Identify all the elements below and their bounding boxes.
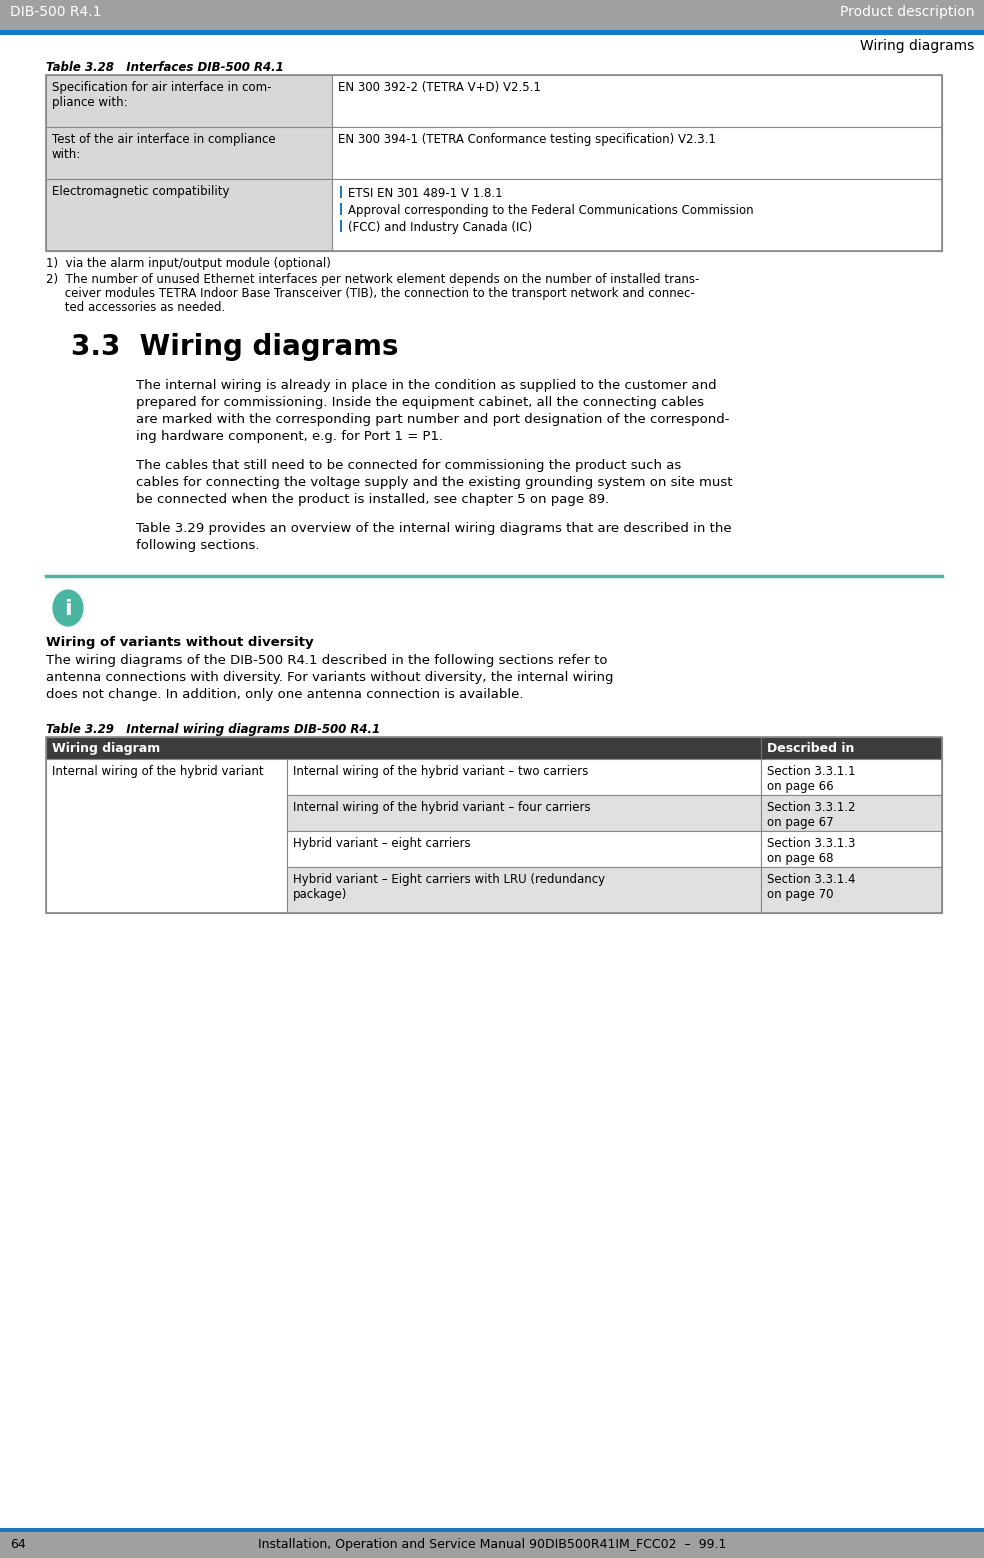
Text: 64: 64 [10, 1538, 26, 1552]
Text: 1)  via the alarm input/output module (optional): 1) via the alarm input/output module (op… [46, 257, 331, 270]
Text: Product description: Product description [839, 5, 974, 19]
Text: Electromagnetic compatibility: Electromagnetic compatibility [52, 185, 229, 198]
Bar [46, 737, 942, 913]
Bar [761, 830, 942, 866]
Text: (FCC) and Industry Canada (IC): (FCC) and Industry Canada (IC) [348, 221, 532, 234]
Text: The wiring diagrams of the DIB-500 R4.1 described in the following sections refe: The wiring diagrams of the DIB-500 R4.1 … [46, 654, 607, 667]
Bar [332, 179, 942, 251]
Text: DIB-500 R4.1: DIB-500 R4.1 [10, 5, 101, 19]
Text: are marked with the corresponding part number and port designation of the corres: are marked with the corresponding part n… [136, 413, 729, 425]
Bar [46, 759, 287, 913]
Bar [0, 0, 984, 30]
Bar [332, 128, 942, 179]
Text: ing hardware component, e.g. for Port 1 = P1.: ing hardware component, e.g. for Port 1 … [136, 430, 443, 442]
Text: The internal wiring is already in place in the condition as supplied to the cust: The internal wiring is already in place … [136, 379, 716, 393]
Text: Specification for air interface in com-
pliance with:: Specification for air interface in com- … [52, 81, 272, 109]
Bar [46, 737, 942, 759]
Text: Wiring diagram: Wiring diagram [52, 742, 160, 756]
Bar [287, 830, 761, 866]
Bar [46, 75, 332, 128]
Text: Table 3.28   Interfaces DIB-500 R4.1: Table 3.28 Interfaces DIB-500 R4.1 [46, 61, 283, 73]
Bar [761, 759, 942, 795]
Text: cables for connecting the voltage supply and the existing grounding system on si: cables for connecting the voltage supply… [136, 477, 732, 489]
Text: 3.3  Wiring diagrams: 3.3 Wiring diagrams [71, 333, 399, 361]
Text: be connected when the product is installed, see chapter 5 on page 89.: be connected when the product is install… [136, 492, 609, 506]
Text: EN 300 394-1 (TETRA Conformance testing specification) V2.3.1: EN 300 394-1 (TETRA Conformance testing … [338, 132, 716, 146]
Text: Wiring of variants without diversity: Wiring of variants without diversity [46, 636, 314, 650]
Bar [340, 203, 342, 215]
Text: Section 3.3.1.3
on page 68: Section 3.3.1.3 on page 68 [767, 837, 855, 865]
Text: Internal wiring of the hybrid variant – four carriers: Internal wiring of the hybrid variant – … [293, 801, 590, 813]
Text: Internal wiring of the hybrid variant: Internal wiring of the hybrid variant [52, 765, 264, 777]
Text: ted accessories as needed.: ted accessories as needed. [46, 301, 225, 315]
Bar [0, 1532, 984, 1558]
Text: Test of the air interface in compliance
with:: Test of the air interface in compliance … [52, 132, 276, 160]
Bar [340, 185, 342, 198]
Bar [761, 795, 942, 830]
Text: Table 3.29 provides an overview of the internal wiring diagrams that are describ: Table 3.29 provides an overview of the i… [136, 522, 732, 534]
Bar [287, 866, 761, 913]
Text: Described in: Described in [767, 742, 854, 756]
Text: prepared for commissioning. Inside the equipment cabinet, all the connecting cab: prepared for commissioning. Inside the e… [136, 396, 704, 410]
Text: The cables that still need to be connected for commissioning the product such as: The cables that still need to be connect… [136, 460, 681, 472]
Text: i: i [64, 598, 72, 619]
Text: 2)  The number of unused Ethernet interfaces per network element depends on the : 2) The number of unused Ethernet interfa… [46, 273, 700, 287]
Bar [46, 179, 332, 251]
Text: following sections.: following sections. [136, 539, 260, 552]
Text: Hybrid variant – eight carriers: Hybrid variant – eight carriers [293, 837, 470, 851]
Text: ceiver modules TETRA Indoor Base Transceiver (TIB), the connection to the transp: ceiver modules TETRA Indoor Base Transce… [46, 287, 695, 301]
Bar [46, 128, 332, 179]
Text: Wiring diagrams: Wiring diagrams [860, 39, 974, 53]
Text: ETSI EN 301 489-1 V 1.8.1: ETSI EN 301 489-1 V 1.8.1 [348, 187, 503, 199]
Bar [46, 75, 942, 251]
Ellipse shape [51, 587, 85, 628]
Text: does not change. In addition, only one antenna connection is available.: does not change. In addition, only one a… [46, 689, 523, 701]
Bar [340, 220, 342, 232]
Text: Section 3.3.1.2
on page 67: Section 3.3.1.2 on page 67 [767, 801, 855, 829]
Bar [287, 759, 761, 795]
Bar [0, 1528, 984, 1532]
Text: Section 3.3.1.4
on page 70: Section 3.3.1.4 on page 70 [767, 872, 855, 901]
Text: antenna connections with diversity. For variants without diversity, the internal: antenna connections with diversity. For … [46, 671, 613, 684]
Text: Installation, Operation and Service Manual 90DIB500R41IM_FCC02  –  99.1: Installation, Operation and Service Manu… [258, 1538, 726, 1552]
Bar [287, 795, 761, 830]
Text: Approval corresponding to the Federal Communications Commission: Approval corresponding to the Federal Co… [348, 204, 754, 217]
Bar [0, 30, 984, 34]
Text: Internal wiring of the hybrid variant – two carriers: Internal wiring of the hybrid variant – … [293, 765, 588, 777]
Bar [761, 866, 942, 913]
Text: Table 3.29   Internal wiring diagrams DIB-500 R4.1: Table 3.29 Internal wiring diagrams DIB-… [46, 723, 380, 735]
Bar [332, 75, 942, 128]
Text: Section 3.3.1.1
on page 66: Section 3.3.1.1 on page 66 [767, 765, 855, 793]
Text: Hybrid variant – Eight carriers with LRU (redundancy
package): Hybrid variant – Eight carriers with LRU… [293, 872, 605, 901]
Text: EN 300 392-2 (TETRA V+D) V2.5.1: EN 300 392-2 (TETRA V+D) V2.5.1 [338, 81, 541, 93]
